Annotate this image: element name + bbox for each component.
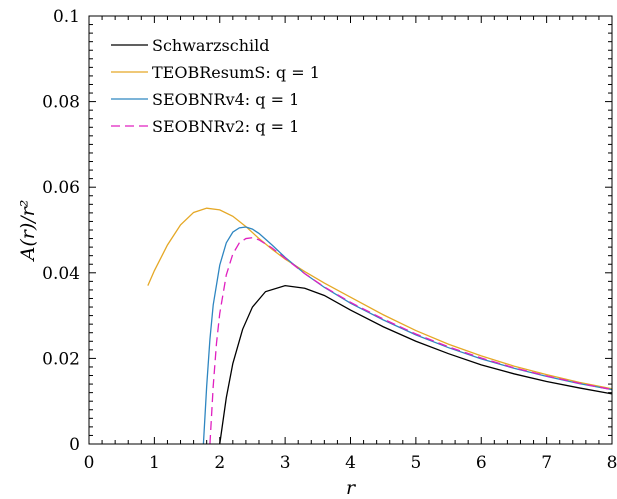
legend-label-1: Schwarzschild xyxy=(152,36,270,55)
axes: 0 1 2 3 4 5 6 7 8 0 0.02 0.04 0.06 0.08 0.1 xyxy=(42,7,617,473)
y-tick-label: 0.08 xyxy=(42,93,80,113)
plot-area xyxy=(147,207,612,444)
legend-label-4: SEOBNRv2: q = 1 xyxy=(152,117,299,136)
x-tick-label: 3 xyxy=(280,453,291,473)
x-tick-label: 4 xyxy=(345,453,356,473)
y-tick-label: 0.04 xyxy=(42,264,80,284)
y-axis-title: A(r)/r² xyxy=(17,200,39,263)
x-tick-label: 5 xyxy=(410,453,421,473)
y-tick-label: 0.1 xyxy=(53,7,80,27)
y-tick-label: 0 xyxy=(69,435,80,455)
y-tick-label: 0.02 xyxy=(42,349,80,369)
legend-label-2: TEOBResumS: q = 1 xyxy=(152,63,320,82)
x-tick-label: 8 xyxy=(607,453,617,473)
series-line-2 xyxy=(147,207,612,390)
x-tick-label: 0 xyxy=(84,453,95,473)
x-tick-label: 6 xyxy=(476,453,487,473)
legend: Schwarzschild TEOBResumS: q = 1 SEOBNRv4: … xyxy=(111,36,320,136)
x-tick-label: 2 xyxy=(214,453,225,473)
legend-label-3: SEOBNRv4: q = 1 xyxy=(152,90,299,109)
y-tick-label: 0.06 xyxy=(42,178,80,198)
x-tick-label: 1 xyxy=(149,453,160,473)
series-line-1 xyxy=(219,284,612,444)
x-tick-label: 7 xyxy=(541,453,552,473)
series-line-3 xyxy=(202,226,612,444)
series-line-4 xyxy=(209,237,612,444)
x-axis-title: r xyxy=(346,477,357,499)
